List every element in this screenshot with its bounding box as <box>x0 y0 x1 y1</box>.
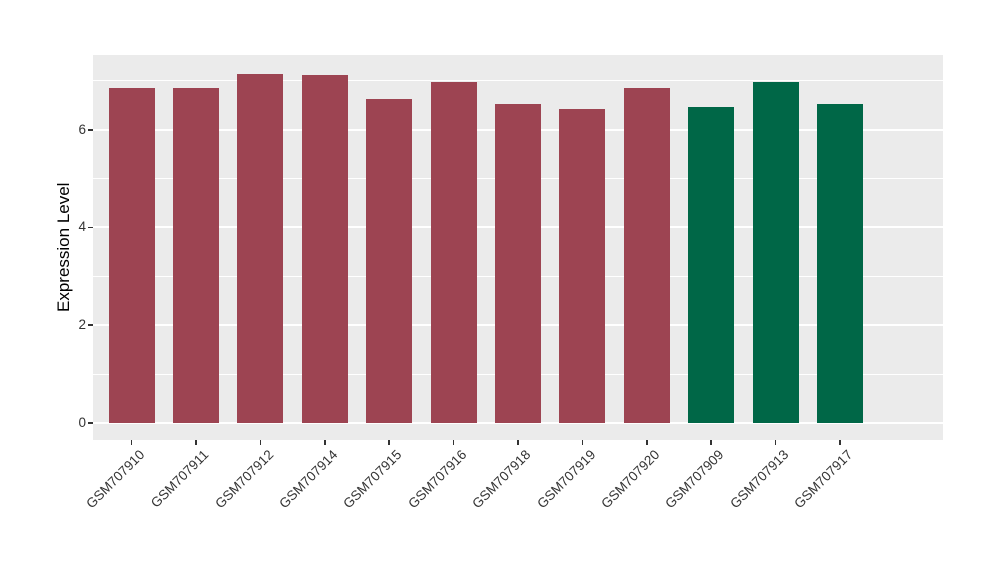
bar-GSM707917 <box>816 103 863 423</box>
bar-GSM707915 <box>366 99 413 423</box>
x-tick-mark <box>839 440 841 445</box>
bar-GSM707919 <box>559 109 606 423</box>
y-tick-mark <box>88 129 93 131</box>
x-tick-mark <box>259 440 262 445</box>
x-tick-mark <box>130 440 133 445</box>
x-tick-mark <box>710 440 712 445</box>
bar-GSM707913 <box>752 81 799 423</box>
y-tick-label: 4 <box>78 219 86 235</box>
x-tick-mark <box>388 440 390 445</box>
bar-GSM707918 <box>495 103 541 423</box>
x-tick-label: GSM707918 <box>469 447 534 512</box>
x-tick-label: GSM707919 <box>533 447 599 512</box>
y-axis-title: Expression Level <box>54 182 73 313</box>
x-tick-label: GSM707915 <box>340 447 405 512</box>
x-tick-label: GSM707909 <box>662 447 727 512</box>
y-tick-mark <box>88 422 93 424</box>
x-tick-mark <box>581 440 584 445</box>
y-tick-mark <box>88 226 93 229</box>
plot-panel <box>93 55 943 440</box>
x-tick-label: GSM707914 <box>276 447 341 512</box>
x-tick-label: GSM707910 <box>83 447 148 512</box>
gridline-major <box>93 421 943 424</box>
x-tick-mark <box>774 440 777 445</box>
x-tick-label: GSM707917 <box>791 447 856 512</box>
x-tick-label: GSM707916 <box>405 447 470 512</box>
x-tick-label: GSM707913 <box>726 447 792 512</box>
bar-GSM707910 <box>108 88 155 423</box>
y-tick-label: 2 <box>78 317 86 333</box>
bar-GSM707916 <box>430 81 477 423</box>
x-tick-mark <box>452 440 455 445</box>
gridline-minor <box>93 80 943 82</box>
bar-GSM707920 <box>623 88 670 423</box>
x-tick-label: GSM707920 <box>598 447 663 512</box>
y-tick-mark <box>88 324 93 326</box>
y-tick-label: 0 <box>78 414 86 430</box>
bar-GSM707911 <box>173 87 220 423</box>
x-tick-mark <box>517 440 519 445</box>
x-tick-mark <box>195 440 197 445</box>
bar-GSM707912 <box>237 73 284 423</box>
y-tick-label: 6 <box>78 121 86 137</box>
x-tick-mark <box>324 440 326 445</box>
bar-GSM707914 <box>301 75 348 423</box>
x-tick-mark <box>646 440 648 445</box>
x-tick-label: GSM707912 <box>211 447 277 512</box>
bar-GSM707909 <box>688 107 735 423</box>
x-tick-label: GSM707911 <box>148 447 212 511</box>
